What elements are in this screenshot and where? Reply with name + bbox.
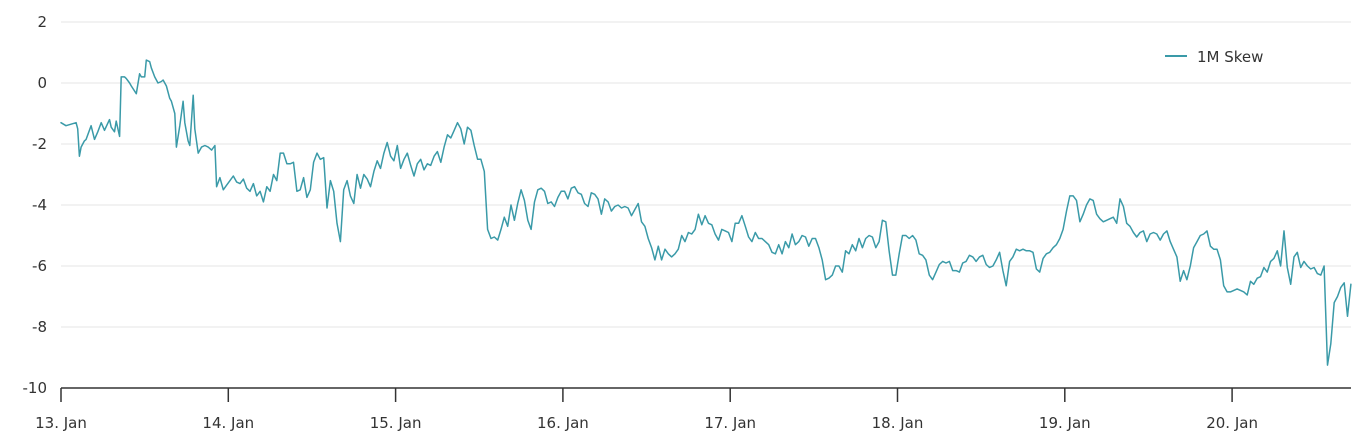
y-tick-label: -4	[32, 196, 47, 214]
y-tick-label: -10	[23, 379, 48, 397]
y-tick-label: 2	[37, 13, 47, 31]
x-tick-label: 14. Jan	[202, 414, 254, 432]
line-1m-skew[interactable]	[60, 59, 1352, 366]
legend[interactable]: 1M Skew	[1165, 48, 1263, 66]
legend-label[interactable]: 1M Skew	[1197, 48, 1263, 66]
x-tick-label: 19. Jan	[1039, 414, 1091, 432]
y-tick-label: -8	[32, 318, 47, 336]
x-tick-label: 20. Jan	[1206, 414, 1258, 432]
series-1m-skew	[60, 59, 1352, 366]
y-tick-label: -2	[32, 135, 47, 153]
x-tick-label: 16. Jan	[537, 414, 589, 432]
x-axis-ticks: 13. Jan 14. Jan 15. Jan 16. Jan 17. Jan 18. J…	[35, 388, 1258, 432]
y-gridlines	[61, 21, 1351, 328]
x-tick-label: 13. Jan	[35, 414, 87, 432]
y-tick-label: 0	[37, 74, 47, 92]
x-tick-label: 18. Jan	[872, 414, 924, 432]
y-axis-labels: 2 0 -2 -4 -6 -8 -10	[23, 13, 48, 397]
x-tick-label: 15. Jan	[370, 414, 422, 432]
y-tick-label: -6	[32, 257, 47, 275]
x-tick-label: 17. Jan	[704, 414, 756, 432]
